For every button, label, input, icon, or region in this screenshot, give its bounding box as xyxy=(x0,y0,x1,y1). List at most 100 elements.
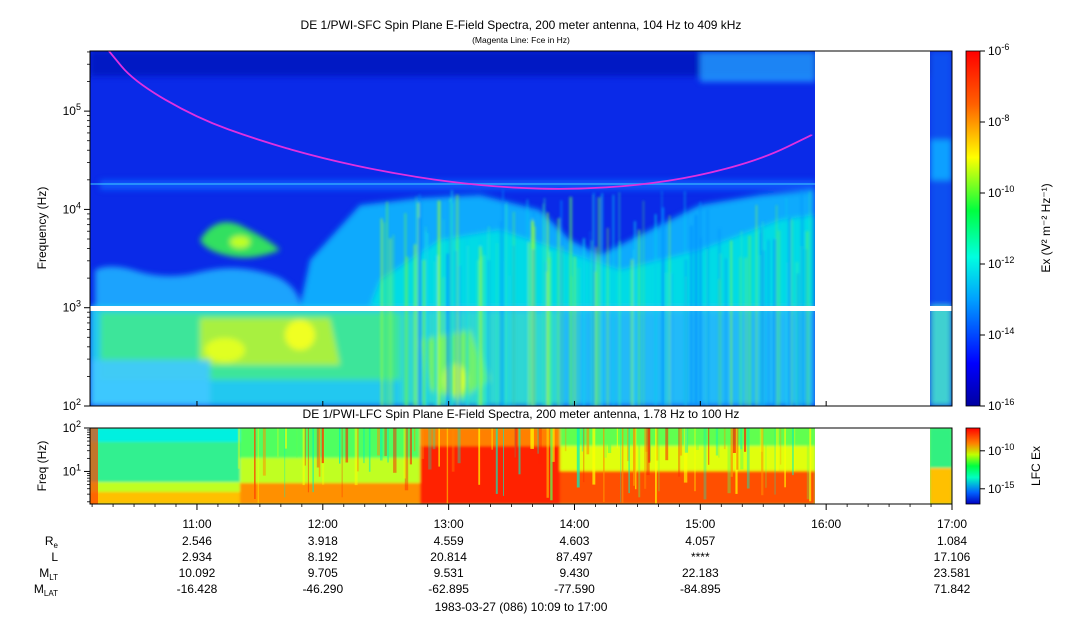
lfc-colorbar-label: LFC Ex xyxy=(1029,446,1043,486)
sfc-streak xyxy=(434,255,438,406)
ephemeris-row-label: MLT xyxy=(39,566,58,582)
sfc-streak xyxy=(481,250,483,406)
lfc-streak xyxy=(620,428,622,503)
lfc-streak xyxy=(744,428,747,452)
lfc-streak xyxy=(703,428,707,500)
lfc-streak xyxy=(302,428,305,486)
sfc-streak xyxy=(486,233,488,406)
sfc-streak xyxy=(476,260,480,406)
time-axis: 11:00 12:00 13:00 14:00 15:00 16:00 17:00 xyxy=(91,401,967,531)
lfc-streak xyxy=(457,428,461,464)
ephemeris-value: 2.546 xyxy=(182,534,212,548)
lfc-streak xyxy=(648,428,651,463)
ephemeris-value: 4.603 xyxy=(559,534,589,548)
lfc-streak xyxy=(765,428,767,488)
sfc-streak xyxy=(809,191,811,406)
lfc-streak xyxy=(550,428,553,501)
sfc-streak xyxy=(786,262,789,406)
sfc-streak xyxy=(448,202,452,406)
ephemeris-value: -46.290 xyxy=(302,582,343,596)
time-tick-label: 17:00 xyxy=(937,517,967,531)
sfc-streak xyxy=(422,260,426,406)
sfc-subtitle: (Magenta Line: Fce in Hz) xyxy=(472,35,570,45)
lfc-streak xyxy=(581,428,584,452)
lfc-colorbar-ticks: 10-10 10-15 xyxy=(980,442,1014,496)
lfc-streak xyxy=(683,428,688,483)
lfc-streak xyxy=(446,428,449,504)
lfc-y-tick-label: 102 xyxy=(63,419,81,435)
sfc-streak xyxy=(478,246,482,406)
ephemeris-value: 20.814 xyxy=(430,550,467,564)
lfc-streak xyxy=(694,428,696,492)
lfc-streak xyxy=(736,428,739,470)
sfc-streak xyxy=(767,239,770,406)
sfc-streak xyxy=(764,241,766,406)
lfc-streak xyxy=(746,428,750,489)
lfc-streak xyxy=(277,428,279,457)
lfc-streak xyxy=(564,428,567,452)
sfc-streak xyxy=(773,239,777,406)
lfc-streak xyxy=(341,428,343,498)
lfc-streak xyxy=(774,428,776,495)
lfc-streak xyxy=(806,428,810,500)
sfc-streak xyxy=(744,257,747,406)
lfc-streak xyxy=(491,428,493,450)
lfc-colorbar xyxy=(965,427,981,505)
sfc-streak xyxy=(543,198,546,406)
lfc-streak xyxy=(592,428,596,485)
sfc-streak xyxy=(383,222,386,406)
sfc-streak xyxy=(550,264,552,406)
lfc-streak xyxy=(316,428,320,468)
sfc-streak xyxy=(488,260,490,406)
sfc-streak xyxy=(380,218,383,406)
sfc-streak xyxy=(406,256,408,406)
sfc-streak xyxy=(595,246,597,406)
lfc-streak xyxy=(420,428,425,459)
time-tick-label: 14:00 xyxy=(559,517,589,531)
lfc-streak xyxy=(644,428,647,489)
sfc-streak xyxy=(557,218,560,406)
lfc-streak xyxy=(357,428,359,472)
sfc-streak xyxy=(730,240,732,406)
sfc-y-tick-label: 104 xyxy=(63,200,81,216)
lfc-streak xyxy=(387,428,389,463)
sfc-colorbar-ticks: 10-6 10-8 10-10 10-12 10-14 10-16 xyxy=(980,42,1014,413)
lfc-streak xyxy=(635,428,637,490)
lfc-streak xyxy=(715,428,719,456)
sfc-colorbar-tick-label: 10-10 xyxy=(988,184,1014,200)
sfc-colorbar-tick-label: 10-6 xyxy=(988,42,1009,58)
lfc-streak xyxy=(380,428,383,461)
lfc-streak xyxy=(646,428,650,476)
sfc-streak xyxy=(638,229,640,406)
sfc-spectrogram-area xyxy=(90,51,952,406)
lfc-streak xyxy=(284,428,287,449)
sfc-streak xyxy=(795,261,799,406)
lfc-streak xyxy=(363,428,365,464)
sfc-streak xyxy=(544,261,547,406)
lfc-streak xyxy=(503,428,504,496)
lfc-streak xyxy=(514,428,518,459)
sfc-streak xyxy=(592,192,595,406)
sfc-streak xyxy=(442,277,444,406)
sfc-streak xyxy=(458,265,461,406)
lfc-streak xyxy=(621,428,624,503)
sfc-y-tick-label: 102 xyxy=(63,397,81,413)
lfc-streak xyxy=(546,428,549,498)
sfc-colorbar-tick-label: 10-14 xyxy=(988,326,1014,342)
lfc-title: DE 1/PWI-LFC Spin Plane E-Field Spectra,… xyxy=(303,407,740,421)
sfc-streak xyxy=(526,199,529,406)
lfc-streak xyxy=(633,428,636,486)
lfc-streak xyxy=(551,428,555,462)
sfc-streak xyxy=(775,205,778,406)
sfc-streak xyxy=(413,244,417,406)
lfc-streak xyxy=(761,428,764,496)
sfc-streak xyxy=(455,194,459,406)
sfc-streak xyxy=(560,200,563,406)
sfc-streak xyxy=(389,238,392,406)
sfc-streak xyxy=(589,231,591,406)
sfc-streak xyxy=(420,202,422,406)
sfc-streak xyxy=(788,217,791,406)
sfc-streak xyxy=(790,219,793,406)
sfc-streak xyxy=(443,219,445,406)
